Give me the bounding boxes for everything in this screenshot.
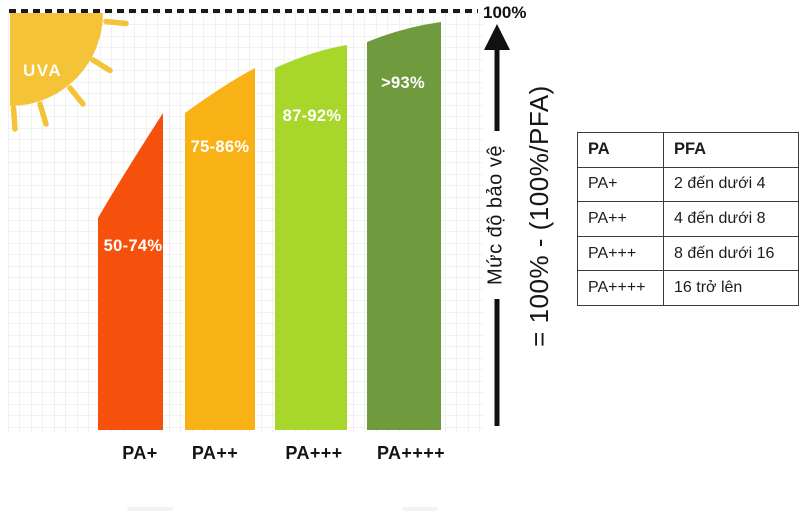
sun-ray <box>103 18 129 27</box>
pa-pfa-table: PA PFA PA+ 2 đến dưới 4 PA++ 4 đến dưới … <box>577 132 799 306</box>
table-cell-pa: PA++++ <box>577 270 664 306</box>
table-cell-pa: PA+++ <box>577 235 664 272</box>
table-header-pfa: PFA <box>663 132 799 168</box>
bar-range-label: 50-74% <box>104 237 163 255</box>
table-cell-pfa: 4 đến dưới 8 <box>663 201 799 237</box>
bar-range-label: >93% <box>381 74 425 92</box>
bar-pa-plus-plus-plus <box>275 45 347 430</box>
sun-ray <box>67 85 86 107</box>
x-axis-label-pa-plus-plus: PA++ <box>192 443 238 463</box>
bar-range-label: 87-92% <box>283 107 342 125</box>
y-axis-formula: = 100% - (100%/PFA) <box>524 85 554 347</box>
table-cell-pfa: 16 trở lên <box>663 270 799 306</box>
max-reference-label: 100% <box>483 3 526 22</box>
x-axis-label-pa-plus-plus-plus-plus: PA++++ <box>377 443 445 463</box>
sun-icon: UVA <box>10 13 129 132</box>
sun-ray <box>10 105 18 132</box>
y-axis-arrow <box>484 24 510 426</box>
table-row: PA++++ 16 trở lên <box>577 270 799 306</box>
chart-canvas: UVA 50-74% 75-86% 87-92% >93% 100% Mức đ… <box>8 3 554 463</box>
sun-disc <box>10 13 103 106</box>
table-cell-pa: PA+ <box>577 166 664 203</box>
sun-uva-label: UVA <box>23 61 62 80</box>
bar-range-label: 75-86% <box>191 138 250 156</box>
watermark-ghost <box>402 507 438 511</box>
y-axis-title: Mức độ bảo vệ <box>484 145 506 285</box>
table-row: PA+ 2 đến dưới 4 <box>577 166 799 203</box>
x-axis-label-pa-plus-plus-plus: PA+++ <box>285 443 342 463</box>
watermark-ghost <box>127 507 173 511</box>
y-axis-arrowhead <box>484 24 510 50</box>
table-cell-pfa: 8 đến dưới 16 <box>663 235 799 272</box>
table-row: PA++ 4 đến dưới 8 <box>577 201 799 237</box>
table-row: PA+++ 8 đến dưới 16 <box>577 235 799 272</box>
sun-rays <box>10 18 129 132</box>
table-header-row: PA PFA <box>577 132 799 168</box>
bar-pa-plus <box>98 113 163 430</box>
x-axis-label-pa-plus: PA+ <box>122 443 157 463</box>
table-header-pa: PA <box>577 132 664 168</box>
table-cell-pfa: 2 đến dưới 4 <box>663 166 799 203</box>
table-cell-pa: PA++ <box>577 201 664 237</box>
bar-pa-plus-plus <box>185 68 255 430</box>
bar-pa-plus-plus-plus-plus <box>367 22 441 430</box>
sun-ray <box>37 101 49 127</box>
sun-ray <box>90 57 113 74</box>
